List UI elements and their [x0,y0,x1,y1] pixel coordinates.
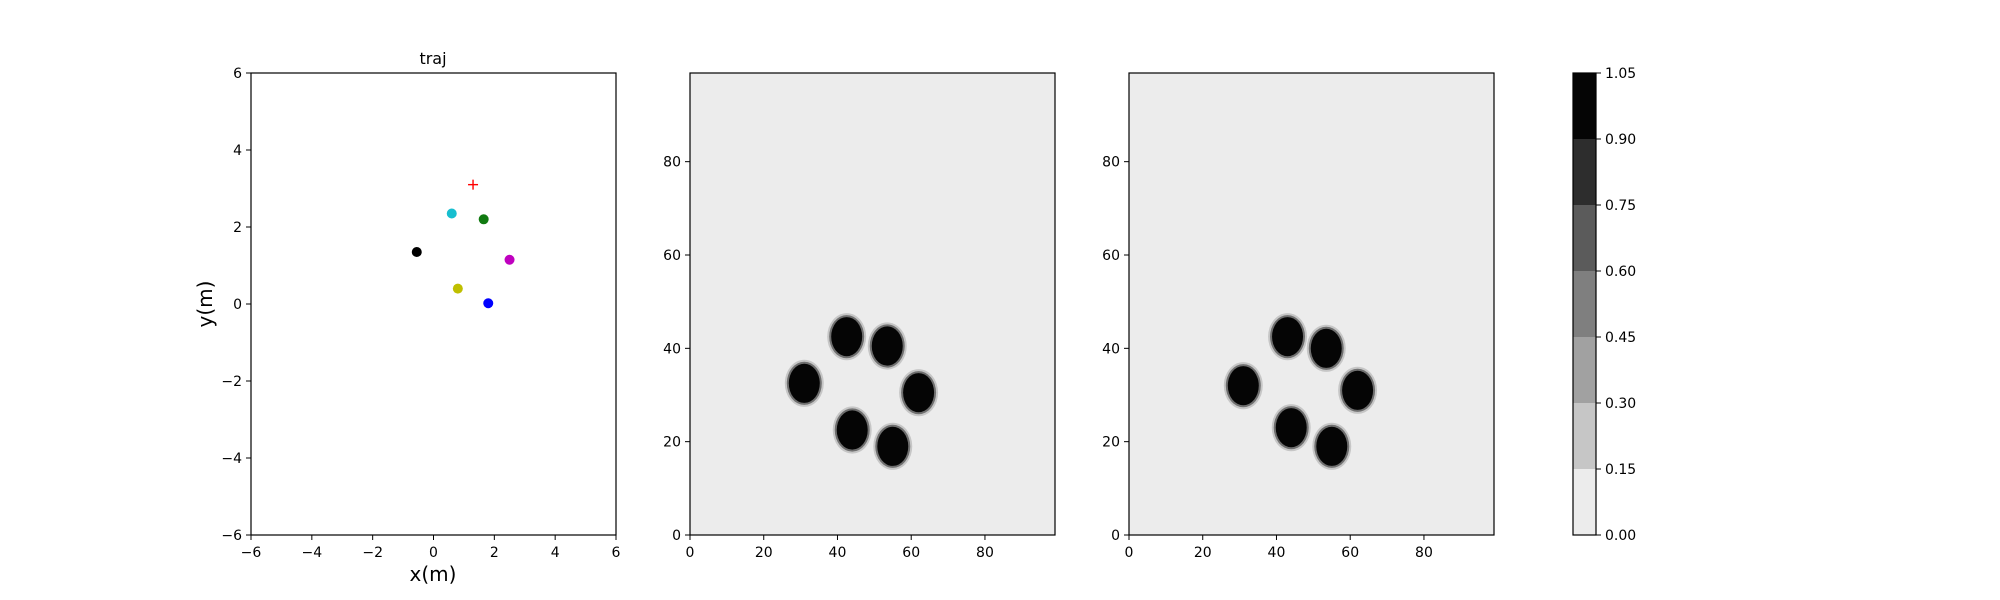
hm1-x-tick-label: 0 [686,545,695,561]
hm1-blob [827,313,867,361]
hm1-blob [873,422,913,470]
traj-target-marker [468,179,479,190]
traj-y-tick-label: 2 [233,220,242,236]
colorbar-level [1573,469,1596,535]
hm2-blob [1312,422,1352,470]
traj-x-tick-label: −4 [302,545,323,561]
hm2-y-tick-label: 80 [1102,155,1120,171]
heatmap-2-y-axis: 0 20 40 60 80 [1102,155,1129,544]
traj-y-tick-label: −2 [221,374,242,390]
traj-x-tick-label: −6 [241,545,262,561]
heatmap-1-blobs [784,313,939,470]
traj-title: traj [419,49,446,68]
traj-x-axis: −6 −4 −2 0 2 4 6 [241,535,621,561]
hm2-y-tick-label: 0 [1111,528,1120,544]
hm2-x-tick-label: 80 [1415,545,1433,561]
hm1-y-tick-label: 20 [663,435,681,451]
colorbar-tick-label: 0.00 [1605,528,1636,544]
colorbar-level [1573,337,1596,403]
heatmap-1-frame [689,72,1056,536]
hm2-x-tick-label: 0 [1125,545,1134,561]
traj-point [446,208,457,219]
traj-y-axis: −6 −4 −2 0 2 4 6 [221,66,251,544]
hm2-x-tick-label: 60 [1341,545,1359,561]
hm2-blob [1223,362,1263,410]
hm1-y-tick-label: 80 [663,155,681,171]
hm1-x-tick-label: 60 [902,545,920,561]
traj-x-tick-label: 4 [551,545,560,561]
colorbar-level [1573,403,1596,469]
colorbar-tick-label: 0.90 [1605,132,1636,148]
traj-plot-area [250,72,617,536]
heatmap-panel-1: 0 20 40 60 80 0 20 40 60 80 [663,72,1056,561]
traj-point [478,214,489,225]
traj-x-tick-label: −2 [362,545,383,561]
hm2-y-tick-label: 40 [1102,341,1120,357]
colorbar-frame [1572,72,1597,536]
heatmap-2-blobs [1223,313,1378,470]
heatmap-panel-2: 0 20 40 60 80 0 20 40 60 80 [1102,72,1495,561]
hm2-blob [1338,366,1378,414]
colorbar-ticks: 0.00 0.15 0.30 0.45 0.60 0.75 0.90 1.05 [1596,66,1636,544]
traj-point [504,254,515,265]
traj-panel: traj −6 −4 −2 0 2 4 6 −6 −4 −2 0 2 4 6 x(m) y(m) [193,49,621,586]
traj-point [483,298,494,309]
traj-x-tick-label: 2 [490,545,499,561]
colorbar-tick-label: 0.45 [1605,330,1636,346]
hm1-x-tick-label: 40 [829,545,847,561]
heatmap-2-background [1129,73,1494,535]
hm2-y-tick-label: 60 [1102,248,1120,264]
traj-point [411,247,422,258]
hm1-blob [832,406,872,454]
traj-points [411,179,515,309]
hm1-blob [899,369,939,417]
heatmap-1-x-axis: 0 20 40 60 80 [686,535,994,561]
hm2-blob [1268,313,1308,361]
hm2-y-tick-label: 20 [1102,435,1120,451]
traj-xlabel: x(m) [410,562,457,586]
colorbar-level [1573,73,1596,139]
hm1-y-tick-label: 60 [663,248,681,264]
traj-y-tick-label: −4 [221,451,242,467]
heatmap-2-x-axis: 0 20 40 60 80 [1125,535,1433,561]
hm1-x-tick-label: 20 [755,545,773,561]
hm1-blob [867,322,907,370]
traj-y-tick-label: 6 [233,66,242,82]
colorbar-level [1573,205,1596,271]
colorbar-tick-label: 0.75 [1605,198,1636,214]
colorbar-tick-label: 0.30 [1605,396,1636,412]
traj-x-tick-label: 0 [429,545,438,561]
heatmap-1-y-axis: 0 20 40 60 80 [663,155,690,544]
traj-ylabel: y(m) [193,281,217,328]
colorbar-level [1573,139,1596,205]
colorbar-levels [1573,73,1596,535]
colorbar-tick-label: 0.15 [1605,462,1636,478]
traj-y-tick-label: 4 [233,143,242,159]
hm1-y-tick-label: 40 [663,341,681,357]
traj-y-tick-label: −6 [221,528,242,544]
colorbar-tick-label: 1.05 [1605,66,1636,82]
traj-x-tick-label: 6 [612,545,621,561]
hm1-blob [784,359,824,407]
traj-point [452,283,463,294]
heatmap-1-background [690,73,1055,535]
traj-y-tick-label: 0 [233,297,242,313]
hm2-blob [1306,324,1346,372]
hm2-x-tick-label: 40 [1268,545,1286,561]
hm2-x-tick-label: 20 [1194,545,1212,561]
hm2-blob [1271,404,1311,452]
colorbar-level [1573,271,1596,337]
colorbar-tick-label: 0.60 [1605,264,1636,280]
colorbar: 0.00 0.15 0.30 0.45 0.60 0.75 0.90 1.05 [1572,66,1636,544]
heatmap-2-frame [1128,72,1495,536]
hm1-y-tick-label: 0 [672,528,681,544]
hm1-x-tick-label: 80 [976,545,994,561]
